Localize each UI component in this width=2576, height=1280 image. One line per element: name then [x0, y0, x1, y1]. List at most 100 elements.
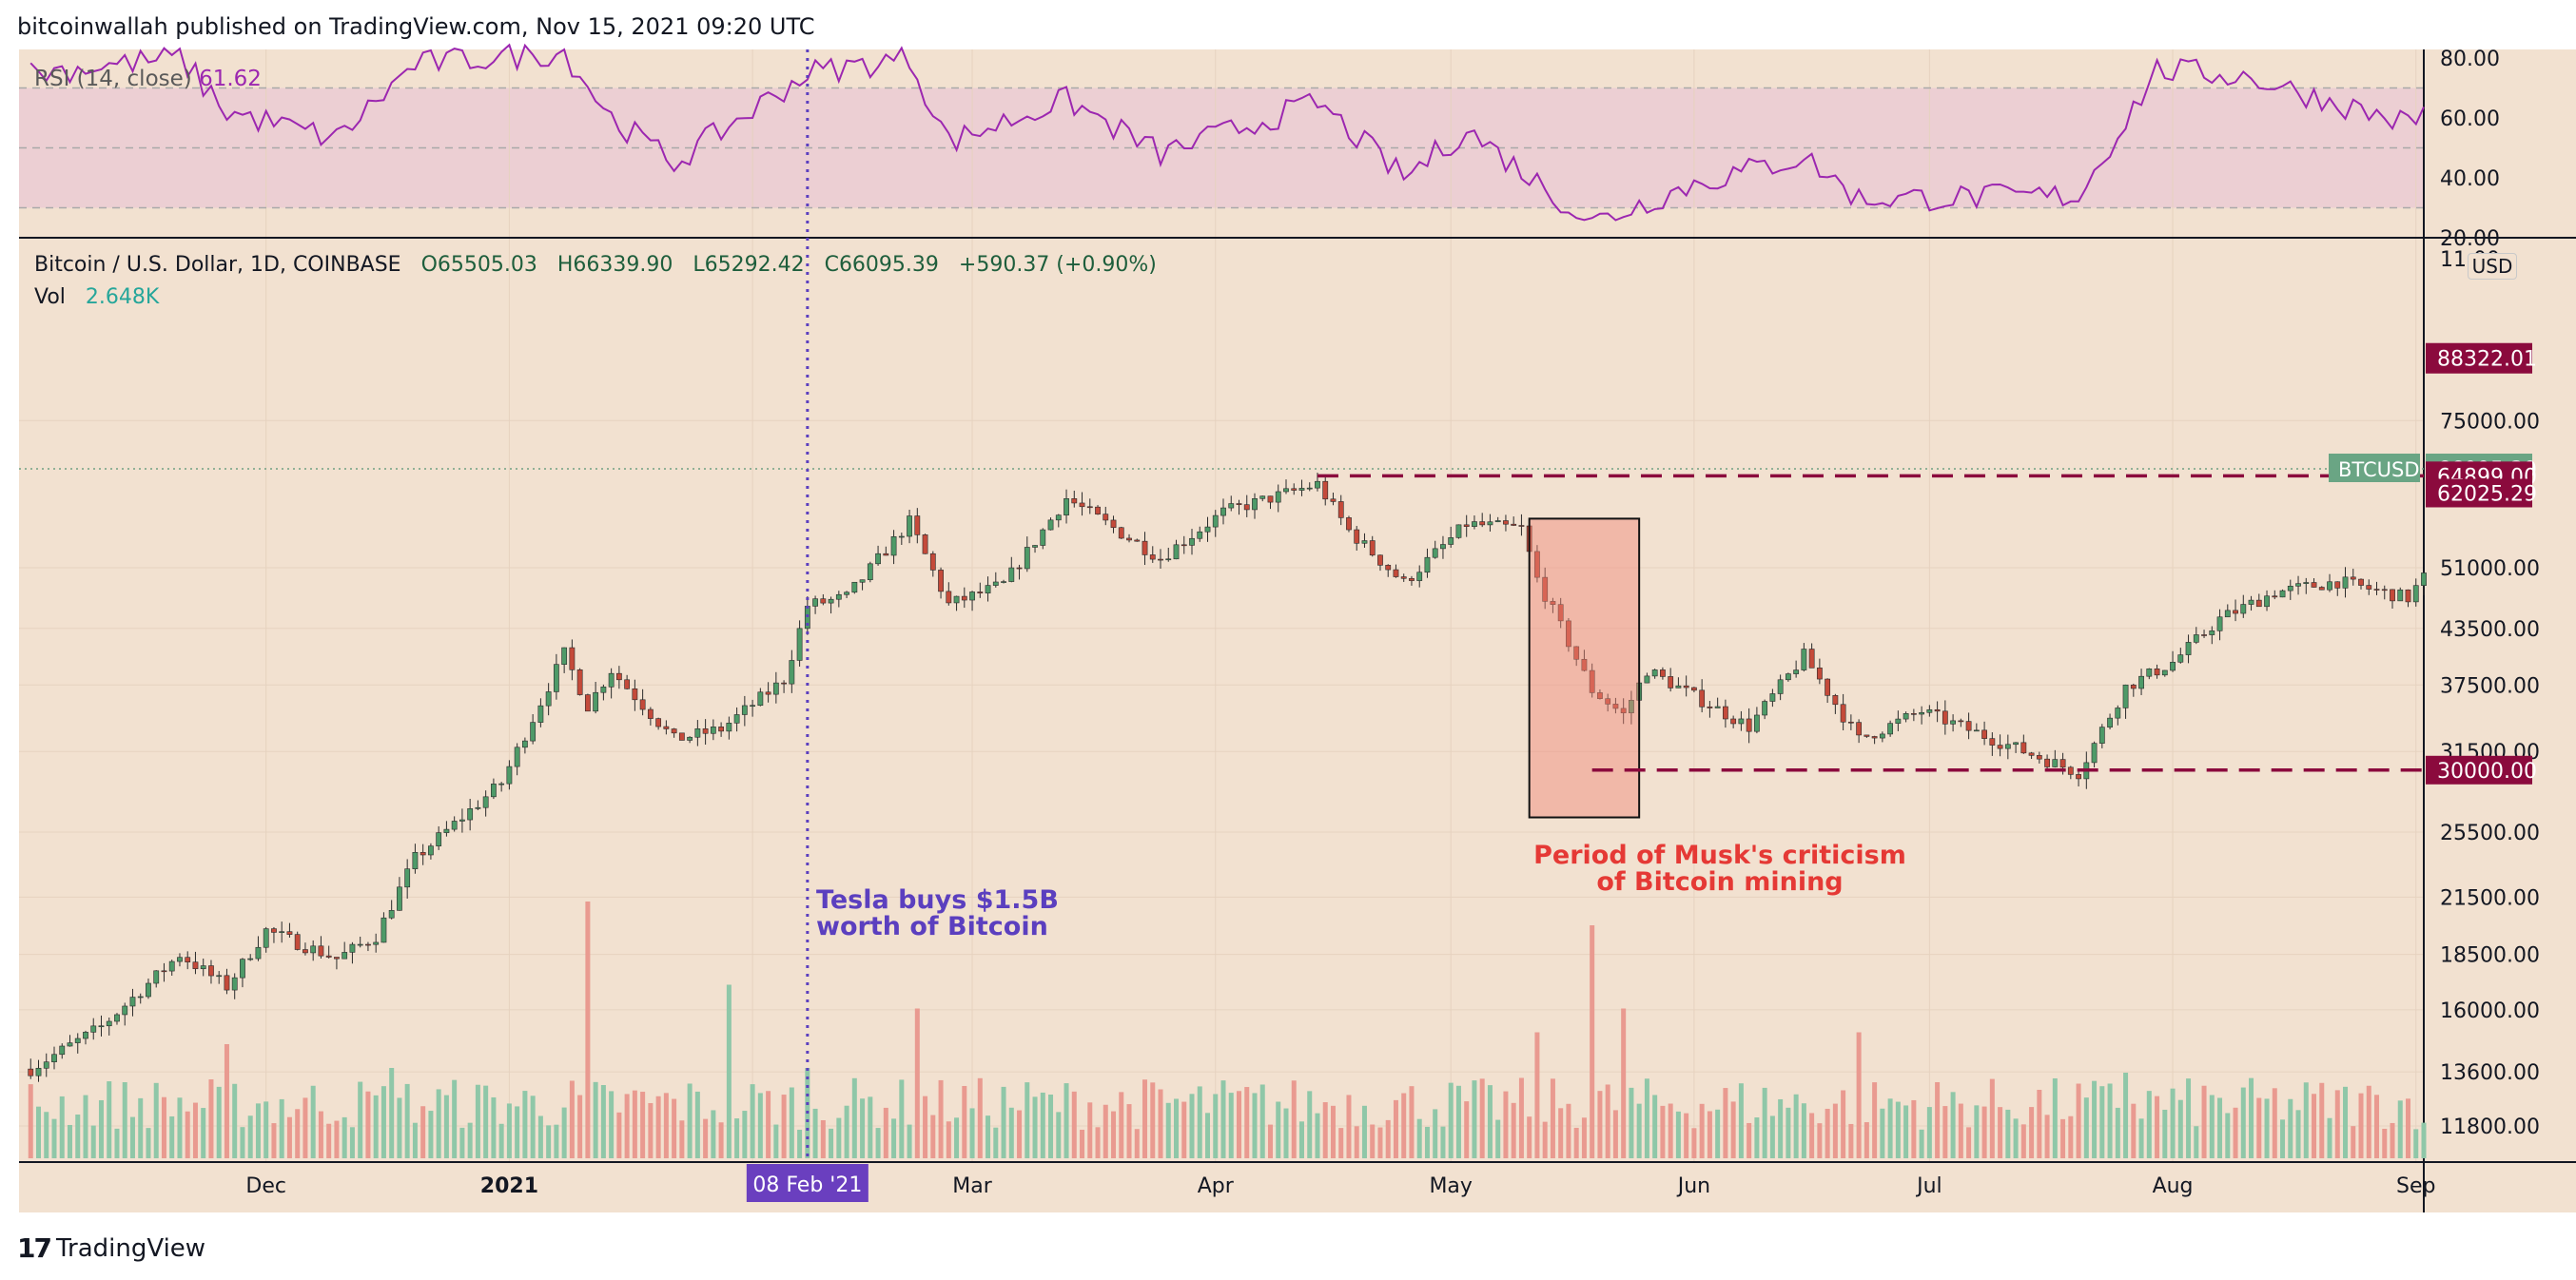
candle	[922, 534, 928, 554]
candle	[789, 660, 795, 685]
volume-bar	[279, 1098, 284, 1158]
candle	[451, 821, 458, 830]
candle	[475, 806, 481, 809]
candle	[553, 664, 559, 692]
symbol-tag-bg	[2329, 453, 2420, 482]
candle	[671, 728, 677, 734]
rsi-legend: RSI (14, close) 61.62	[34, 67, 262, 91]
candle	[985, 585, 991, 593]
candle	[844, 592, 849, 595]
volume-bar	[1778, 1098, 1784, 1158]
candle	[678, 732, 685, 741]
candle	[593, 691, 599, 712]
volume-bar	[114, 1128, 120, 1158]
volume-bar	[483, 1085, 489, 1158]
candle	[2421, 572, 2427, 586]
candle	[561, 647, 568, 665]
volume-bar	[2099, 1086, 2105, 1158]
candle	[1557, 604, 1564, 622]
candle	[1385, 565, 1392, 571]
volume-bar	[2351, 1126, 2356, 1158]
volume-bar	[365, 1091, 371, 1158]
candle	[600, 687, 607, 693]
volume-bar	[2413, 1129, 2419, 1158]
candle	[1825, 678, 1831, 696]
candle	[1973, 729, 1980, 732]
volume-bar	[718, 1122, 724, 1158]
candle	[1055, 514, 1062, 521]
candle	[1479, 521, 1486, 526]
volume-bar	[2397, 1100, 2403, 1158]
volume-bar	[452, 1079, 458, 1158]
volume-bar	[569, 1080, 575, 1158]
volume-bar	[1699, 1103, 1705, 1158]
candle	[302, 949, 308, 954]
price-tick-label: 21500.00	[2440, 886, 2540, 910]
candle	[632, 688, 638, 701]
candle	[106, 1020, 112, 1027]
volume-bar	[1998, 1107, 2003, 1158]
volume-bar	[326, 1123, 332, 1158]
volume-bar	[2068, 1115, 2074, 1158]
candle	[615, 672, 622, 681]
volume-bar	[467, 1122, 473, 1158]
volume-bar	[1573, 1127, 1579, 1158]
volume-bar	[1550, 1078, 1555, 1158]
candle	[2138, 675, 2144, 689]
volume-bar	[2256, 1097, 2262, 1158]
candle	[1236, 503, 1242, 505]
volume-bar	[632, 1090, 637, 1158]
time-axis-label: Dec	[245, 1174, 286, 1198]
candle	[1840, 704, 1846, 723]
volume-bar	[1259, 1084, 1265, 1158]
volume-bar	[475, 1084, 480, 1158]
volume-legend: Vol 2.648K	[34, 285, 159, 309]
candle	[883, 553, 889, 556]
candle	[584, 694, 591, 712]
candle	[530, 722, 537, 742]
candle	[961, 595, 967, 601]
volume-bar	[1032, 1096, 1038, 1158]
volume-bar	[491, 1096, 497, 1158]
candle	[381, 917, 387, 943]
candle	[514, 747, 520, 767]
rsi-tick-label: 40.00	[2440, 167, 2500, 191]
candle	[1064, 498, 1069, 515]
volume-bar	[1809, 1113, 1815, 1158]
candle	[639, 699, 646, 710]
candle	[1008, 567, 1015, 582]
volume-bar	[2233, 1107, 2238, 1158]
candle	[2020, 742, 2027, 754]
volume-bar	[694, 1091, 700, 1158]
candle	[436, 832, 442, 846]
candle	[1895, 718, 1902, 724]
candle	[216, 975, 223, 978]
candle	[2052, 759, 2059, 767]
price-tick-label: 75000.00	[2440, 410, 2540, 434]
volume-bar	[1518, 1077, 1524, 1158]
candle	[655, 718, 662, 727]
candle	[938, 570, 944, 592]
volume-bar	[1801, 1103, 1806, 1158]
candle	[2295, 583, 2301, 587]
volume-bar	[1612, 1110, 1618, 1158]
volume-bar	[498, 1123, 504, 1158]
currency-button[interactable]: USD	[2468, 253, 2517, 280]
candle	[1204, 526, 1211, 533]
volume-bar	[1981, 1106, 1987, 1158]
volume-bar	[2115, 1107, 2120, 1158]
volume-bar	[577, 1095, 583, 1158]
candle	[2122, 684, 2129, 708]
candle	[506, 766, 513, 785]
candle	[1432, 548, 1438, 558]
candle	[200, 965, 206, 970]
candle	[1903, 713, 1909, 720]
volume-bar	[1472, 1080, 1477, 1158]
price-tick-label: 13600.00	[2440, 1061, 2540, 1085]
candle	[1330, 498, 1337, 502]
candle	[2216, 616, 2223, 631]
volume-bar	[1409, 1086, 1415, 1158]
candle	[1361, 540, 1368, 544]
candle	[2412, 585, 2419, 603]
